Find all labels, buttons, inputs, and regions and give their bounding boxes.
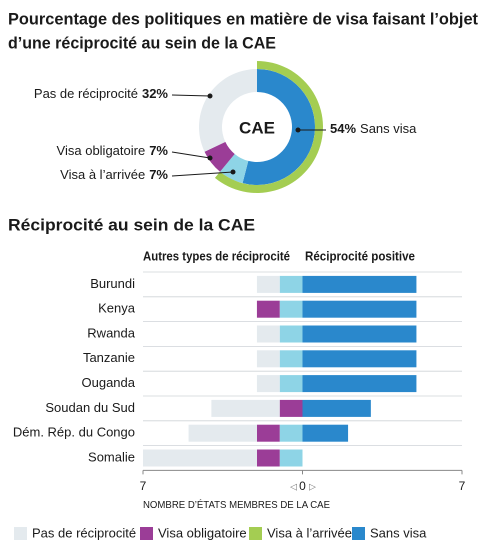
right-header: Réciprocité positive bbox=[305, 248, 415, 263]
slice-value: 7% bbox=[149, 167, 168, 182]
center-label: CAE bbox=[239, 118, 275, 137]
bar-segment bbox=[279, 325, 303, 343]
donut-slice bbox=[220, 153, 249, 184]
bar-segment bbox=[279, 424, 303, 442]
bar-segment bbox=[256, 350, 280, 368]
positive-ring bbox=[214, 61, 323, 193]
bar-segment bbox=[143, 449, 257, 467]
bar-segment bbox=[256, 424, 280, 442]
category-label: Soudan du Sud bbox=[45, 400, 135, 415]
leader-dot bbox=[207, 155, 213, 161]
leader-line bbox=[171, 94, 211, 97]
bar-segment bbox=[302, 300, 417, 318]
donut-title: d’une réciprocité au sein de la CAE bbox=[8, 33, 276, 52]
donut-slice bbox=[204, 141, 235, 172]
bar-segment bbox=[256, 375, 280, 393]
x-tick-label: 7 bbox=[459, 479, 466, 493]
x-tick-label: 0 bbox=[299, 479, 306, 493]
legend-label: Visa à l’arrivée bbox=[267, 525, 352, 540]
bar-segment bbox=[256, 325, 280, 343]
bar-segment bbox=[302, 399, 371, 417]
slice-value: 54% bbox=[330, 121, 356, 136]
bar-segment bbox=[256, 449, 280, 467]
bar-segment bbox=[279, 300, 303, 318]
leader-line bbox=[171, 171, 234, 177]
legend-swatch bbox=[140, 527, 153, 540]
category-label: Ouganda bbox=[82, 375, 136, 390]
slice-name: Visa à l’arrivée bbox=[60, 167, 145, 182]
donut-slice bbox=[199, 69, 257, 152]
bar-title: Réciprocité au sein de la CAE bbox=[8, 215, 255, 234]
bar-segment bbox=[188, 424, 257, 442]
left-header: Autres types de réciprocité bbox=[143, 248, 290, 263]
bar-segment bbox=[256, 275, 280, 293]
bar-segment bbox=[279, 275, 303, 293]
category-label: Kenya bbox=[98, 301, 136, 316]
leader-dot bbox=[295, 127, 301, 133]
legend-label: Visa obligatoire bbox=[158, 525, 247, 540]
legend-swatch bbox=[14, 527, 27, 540]
slice-label: Pas de réciprocité 32% bbox=[34, 86, 169, 101]
bar-segment bbox=[302, 350, 417, 368]
leader-dot bbox=[207, 93, 213, 99]
bar-segment bbox=[256, 300, 280, 318]
slice-value: 32% bbox=[142, 86, 168, 101]
bar-segment bbox=[279, 399, 303, 417]
legend-label: Sans visa bbox=[370, 525, 427, 540]
category-label: Tanzanie bbox=[83, 350, 135, 365]
slice-label: Visa à l’arrivée 7% bbox=[60, 167, 168, 182]
slice-name: Pas de réciprocité bbox=[34, 86, 138, 101]
bar-segment bbox=[302, 275, 417, 293]
x-axis-label: NOMBRE D’ÉTATS MEMBRES DE LA CAE bbox=[143, 498, 330, 511]
category-label: Rwanda bbox=[87, 325, 135, 340]
x-tick-label: 7 bbox=[140, 479, 147, 493]
bar-segment bbox=[302, 325, 417, 343]
arrow-right: ▷ bbox=[309, 481, 316, 491]
donut-slice bbox=[242, 69, 315, 185]
legend-label: Pas de réciprocité bbox=[32, 525, 136, 540]
slice-name: Sans visa bbox=[360, 121, 417, 136]
bar-segment bbox=[279, 350, 303, 368]
bar-segment bbox=[211, 399, 280, 417]
slice-label: 54% Sans visa bbox=[330, 121, 417, 136]
category-label: Dém. Rép. du Congo bbox=[13, 425, 135, 440]
bar-segment bbox=[279, 449, 303, 467]
bar-segment bbox=[302, 424, 349, 442]
donut-title: Pourcentage des politiques en matière de… bbox=[8, 9, 478, 28]
leader-line bbox=[171, 151, 211, 159]
bar-segment bbox=[302, 375, 417, 393]
arrow-left: ◁ bbox=[290, 481, 297, 491]
slice-value: 7% bbox=[149, 143, 168, 158]
legend-swatch bbox=[352, 527, 365, 540]
category-label: Burundi bbox=[90, 276, 135, 291]
category-label: Somalie bbox=[88, 449, 135, 464]
bar-segment bbox=[279, 375, 303, 393]
slice-label: Visa obligatoire 7% bbox=[57, 143, 169, 158]
legend-swatch bbox=[249, 527, 262, 540]
leader-dot bbox=[230, 169, 236, 175]
slice-name: Visa obligatoire bbox=[57, 143, 146, 158]
